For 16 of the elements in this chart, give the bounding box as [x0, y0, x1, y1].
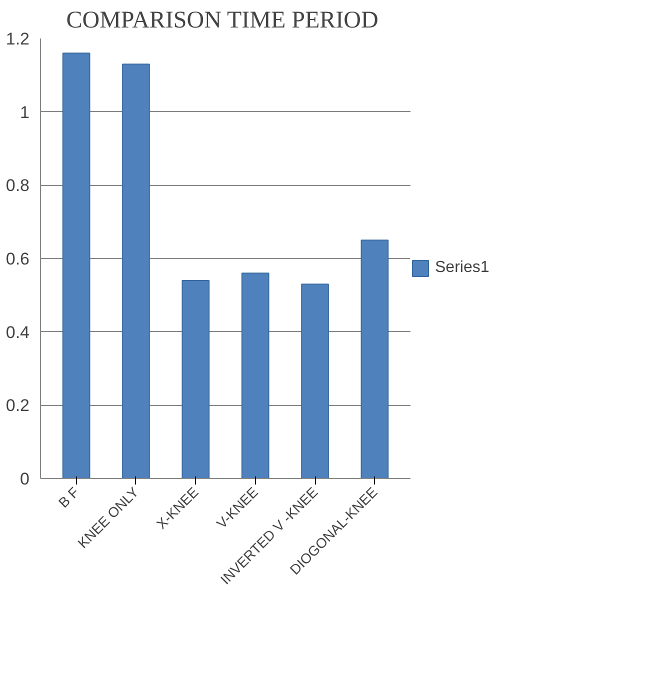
bar [62, 52, 90, 478]
y-tick-label: 1 [20, 102, 30, 122]
bar [122, 64, 150, 478]
bar [241, 272, 270, 478]
y-tick-label: 0.8 [6, 176, 30, 196]
y-tick-label: 0.4 [6, 322, 30, 342]
y-tick-label: 0 [20, 470, 30, 488]
bar [182, 280, 210, 478]
bar [301, 284, 329, 478]
chart-title: COMPARISON TIME PERIOD [66, 8, 378, 34]
y-tick-label: 0.6 [6, 250, 30, 268]
legend-label: Series1 [435, 259, 490, 277]
y-tick-label: 1.2 [6, 30, 30, 48]
y-tick-label: 0.2 [6, 396, 30, 416]
bar [360, 240, 389, 478]
x-tick-label: B F [55, 484, 82, 511]
